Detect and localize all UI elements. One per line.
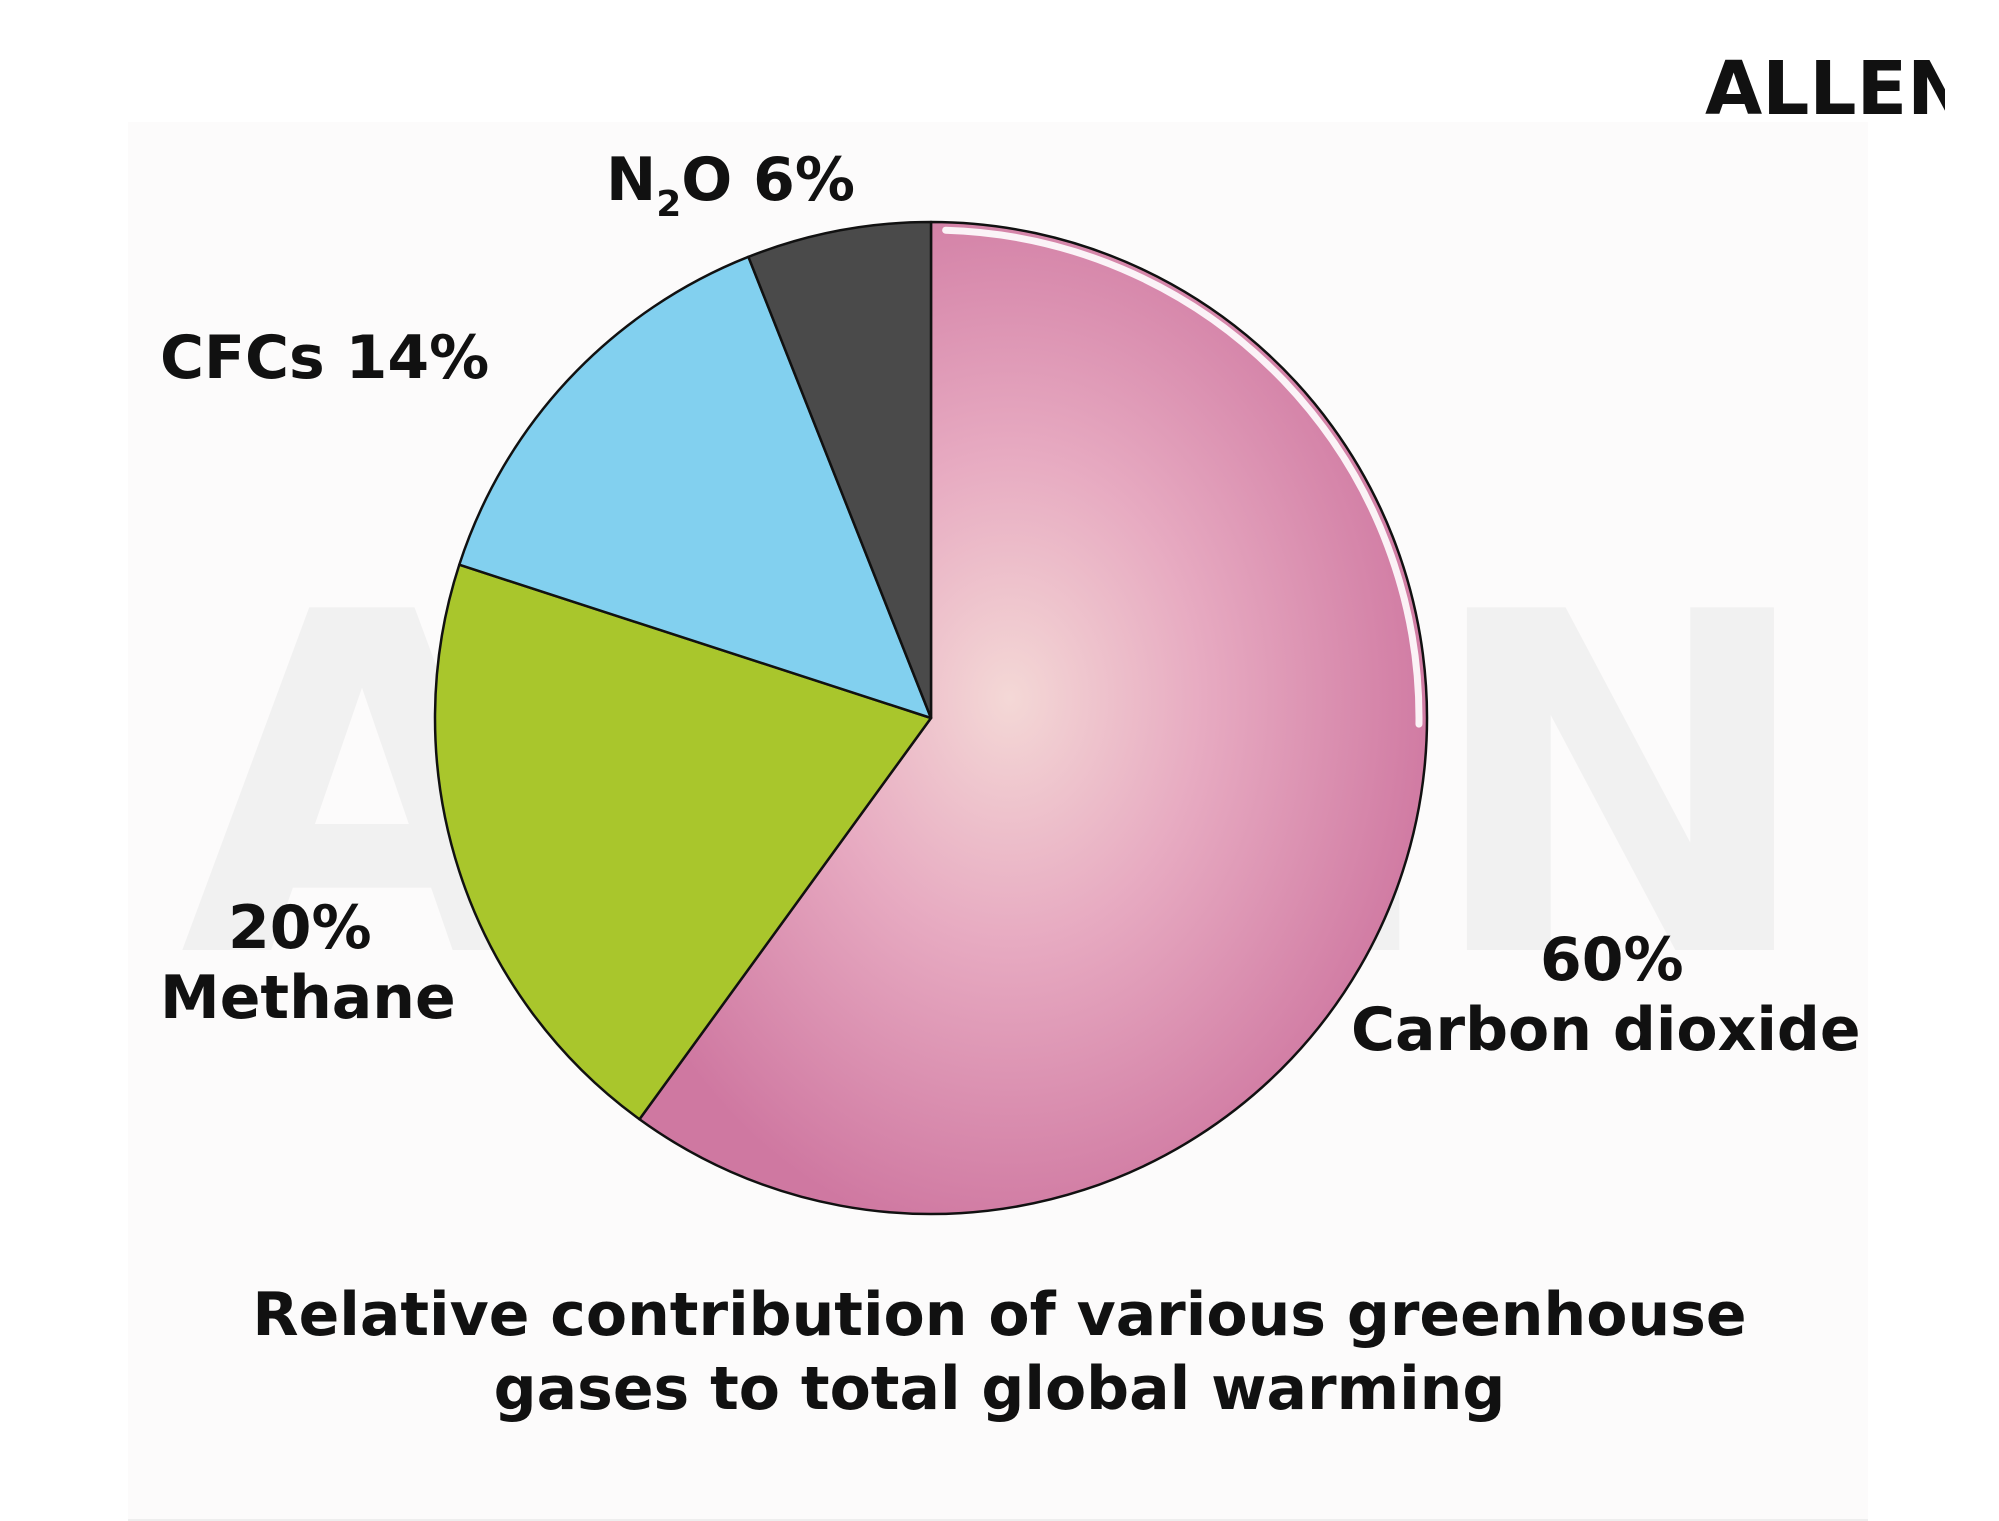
- label-n2o-n: N: [606, 145, 656, 215]
- label-carbon-dioxide-value: 60%: [1540, 925, 1684, 995]
- brand-logo: ALLEN: [1705, 46, 1945, 132]
- pie-slice-n2o: [747, 220, 933, 720]
- label-methane-value: 20%: [228, 893, 372, 963]
- pie-slice-cfcs: [458, 255, 933, 720]
- caption-line-2: gases to total global warming: [493, 1354, 1506, 1424]
- bottom-divider: [128, 1519, 1868, 1521]
- label-cfcs: CFCs 14%: [160, 323, 489, 393]
- label-carbon-dioxide-name: Carbon dioxide: [1351, 995, 1861, 1065]
- caption-line-1: Relative contribution of various greenho…: [252, 1280, 1747, 1350]
- label-n2o-subscript: 2: [656, 184, 681, 225]
- pie-slice-carbon-dioxide: [638, 220, 1429, 1216]
- pie-slices: [433, 220, 1429, 1216]
- pie-slice-methane: [433, 563, 933, 1121]
- gloss-highlight: [942, 226, 1423, 728]
- label-methane-name: Methane: [160, 963, 456, 1033]
- chart-caption: Relative contribution of various greenho…: [0, 1278, 1999, 1426]
- brand-logo-text: ALLEN: [1705, 46, 1945, 132]
- label-n2o: N2O 6%: [606, 145, 855, 225]
- label-n2o-rest: O 6%: [681, 145, 855, 215]
